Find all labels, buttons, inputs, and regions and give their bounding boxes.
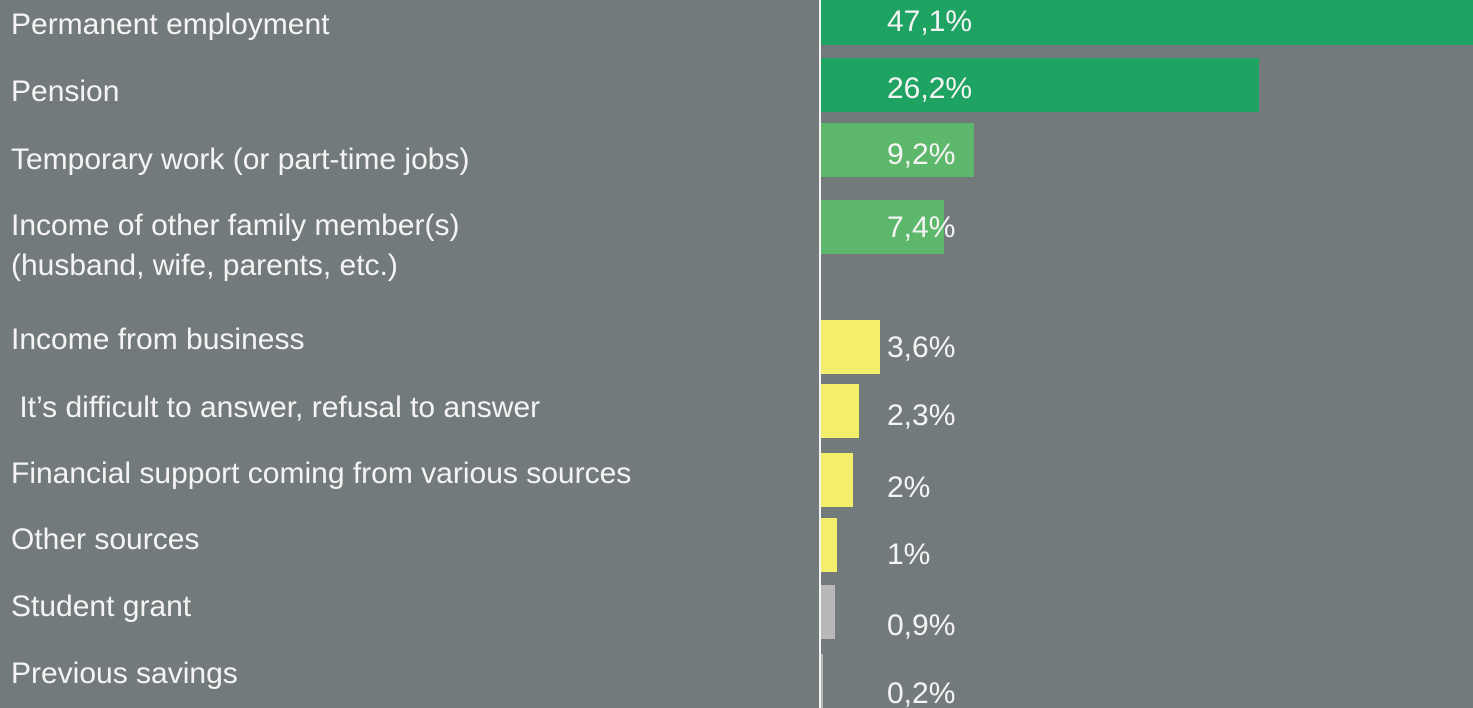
category-label: Other sources bbox=[11, 523, 200, 556]
value-label: 9,2% bbox=[887, 138, 956, 171]
bar bbox=[820, 585, 836, 639]
category-label: Permanent employment bbox=[11, 8, 330, 41]
value-label: 2% bbox=[887, 471, 931, 504]
value-label: 0,9% bbox=[887, 609, 956, 642]
bar bbox=[820, 320, 881, 374]
bar bbox=[820, 0, 1473, 45]
bar bbox=[820, 123, 975, 177]
bar bbox=[820, 200, 944, 254]
value-label: 7,4% bbox=[887, 211, 956, 244]
category-label: Income of other family member(s) (husban… bbox=[11, 209, 460, 282]
bar bbox=[820, 384, 859, 438]
value-label: 3,6% bbox=[887, 331, 956, 364]
value-label: 47,1% bbox=[887, 5, 973, 38]
value-label: 1% bbox=[887, 538, 931, 571]
category-label: Income from business bbox=[11, 323, 305, 356]
category-label: Previous savings bbox=[11, 657, 238, 690]
value-label: 2,3% bbox=[887, 399, 956, 432]
bar bbox=[820, 453, 854, 507]
bar bbox=[820, 58, 1259, 112]
axis-line bbox=[819, 0, 821, 708]
bar bbox=[820, 518, 837, 572]
category-label: It’s difficult to answer, refusal to ans… bbox=[11, 391, 541, 424]
category-label: Temporary work (or part-time jobs) bbox=[11, 143, 470, 176]
value-label: 0,2% bbox=[887, 677, 956, 708]
category-label: Student grant bbox=[11, 590, 192, 623]
value-label: 26,2% bbox=[887, 72, 973, 105]
category-label: Financial support coming from various so… bbox=[11, 457, 632, 490]
bar bbox=[820, 654, 824, 708]
category-label: Pension bbox=[11, 75, 120, 108]
